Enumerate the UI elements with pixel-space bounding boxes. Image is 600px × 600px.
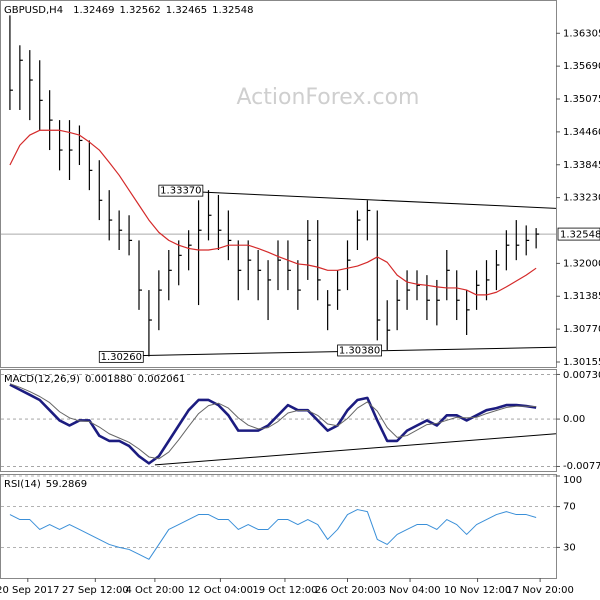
- series-line: [9, 383, 537, 465]
- panel-title: MACD(12,26,9): [4, 374, 80, 385]
- x-tick-label: 17 Nov 20:00: [506, 585, 573, 596]
- annotation-label: 1.30260: [101, 352, 142, 363]
- panel-title: GBPUSD,H4: [4, 5, 63, 16]
- panel-header: GBPUSD,H4 1.32469 1.32562 1.32465 1.32548: [4, 5, 254, 16]
- y-tick-label: 1.35690: [563, 61, 600, 72]
- annotation-label: 1.33370: [160, 186, 201, 197]
- quote-value: 1.32469: [73, 5, 114, 16]
- panel-frame: [0, 474, 557, 579]
- last-price-box: [557, 227, 600, 241]
- y-tick-label: -0.007757: [563, 461, 600, 472]
- y-tick-label: 100: [563, 475, 582, 486]
- y-tick-label: 1.30770: [563, 324, 600, 335]
- trendline: [154, 433, 557, 466]
- x-tick-label: 3 Nov 04:00: [380, 585, 441, 596]
- y-tick-label: 1.33230: [563, 193, 600, 204]
- panel-header: MACD(12,26,9) 0.001880 0.002061: [4, 374, 185, 385]
- x-tick-label: 20 Sep 2017: [0, 585, 59, 596]
- panel-header: RSI(14) 59.2869: [4, 479, 87, 490]
- x-tick-label: 12 Oct 04:00: [188, 585, 253, 596]
- y-tick-label: 30: [563, 542, 576, 553]
- annotation-box: [98, 350, 144, 363]
- y-tick-label: 1.30155: [563, 357, 600, 368]
- series-line: [9, 129, 537, 296]
- trendline: [158, 189, 557, 209]
- y-tick-label: 1.31385: [563, 291, 600, 302]
- readout-value: 0.002061: [138, 374, 186, 385]
- y-tick-label: 0.00: [563, 414, 585, 425]
- annotation-box: [337, 344, 382, 357]
- x-tick-label: 10 Nov 12:00: [444, 585, 511, 596]
- y-tick-label: 70: [563, 502, 576, 513]
- x-tick-label: 4 Oct 20:00: [125, 585, 184, 596]
- y-tick-label: 1.34460: [563, 127, 600, 138]
- x-tick-label: 19 Oct 12:00: [252, 585, 317, 596]
- series-line: [9, 383, 537, 460]
- y-tick-label: 0.007308: [563, 370, 600, 381]
- readout-value: 59.2869: [46, 479, 87, 490]
- panel-title: RSI(14): [4, 479, 41, 490]
- y-tick-label: 1.35075: [563, 94, 600, 105]
- x-tick-label: 26 Oct 20:00: [315, 585, 380, 596]
- last-price-label: 1.32548: [560, 230, 600, 241]
- annotation-box: [158, 184, 204, 197]
- series-line: [9, 509, 537, 560]
- panel-frame: [0, 0, 557, 368]
- annotation-label: 1.30380: [339, 345, 380, 356]
- quote-value: 1.32465: [166, 5, 207, 16]
- watermark: ActionForex.com: [237, 85, 420, 110]
- y-tick-label: 1.36305: [563, 28, 600, 39]
- quote-value: 1.32548: [212, 5, 253, 16]
- quote-value: 1.32562: [119, 5, 160, 16]
- readout-value: 0.001880: [85, 374, 133, 385]
- x-tick-label: 27 Sep 12:00: [62, 585, 129, 596]
- y-tick-label: 1.33845: [563, 160, 600, 171]
- trendline: [99, 346, 557, 357]
- y-tick-label: 1.32000: [563, 258, 600, 269]
